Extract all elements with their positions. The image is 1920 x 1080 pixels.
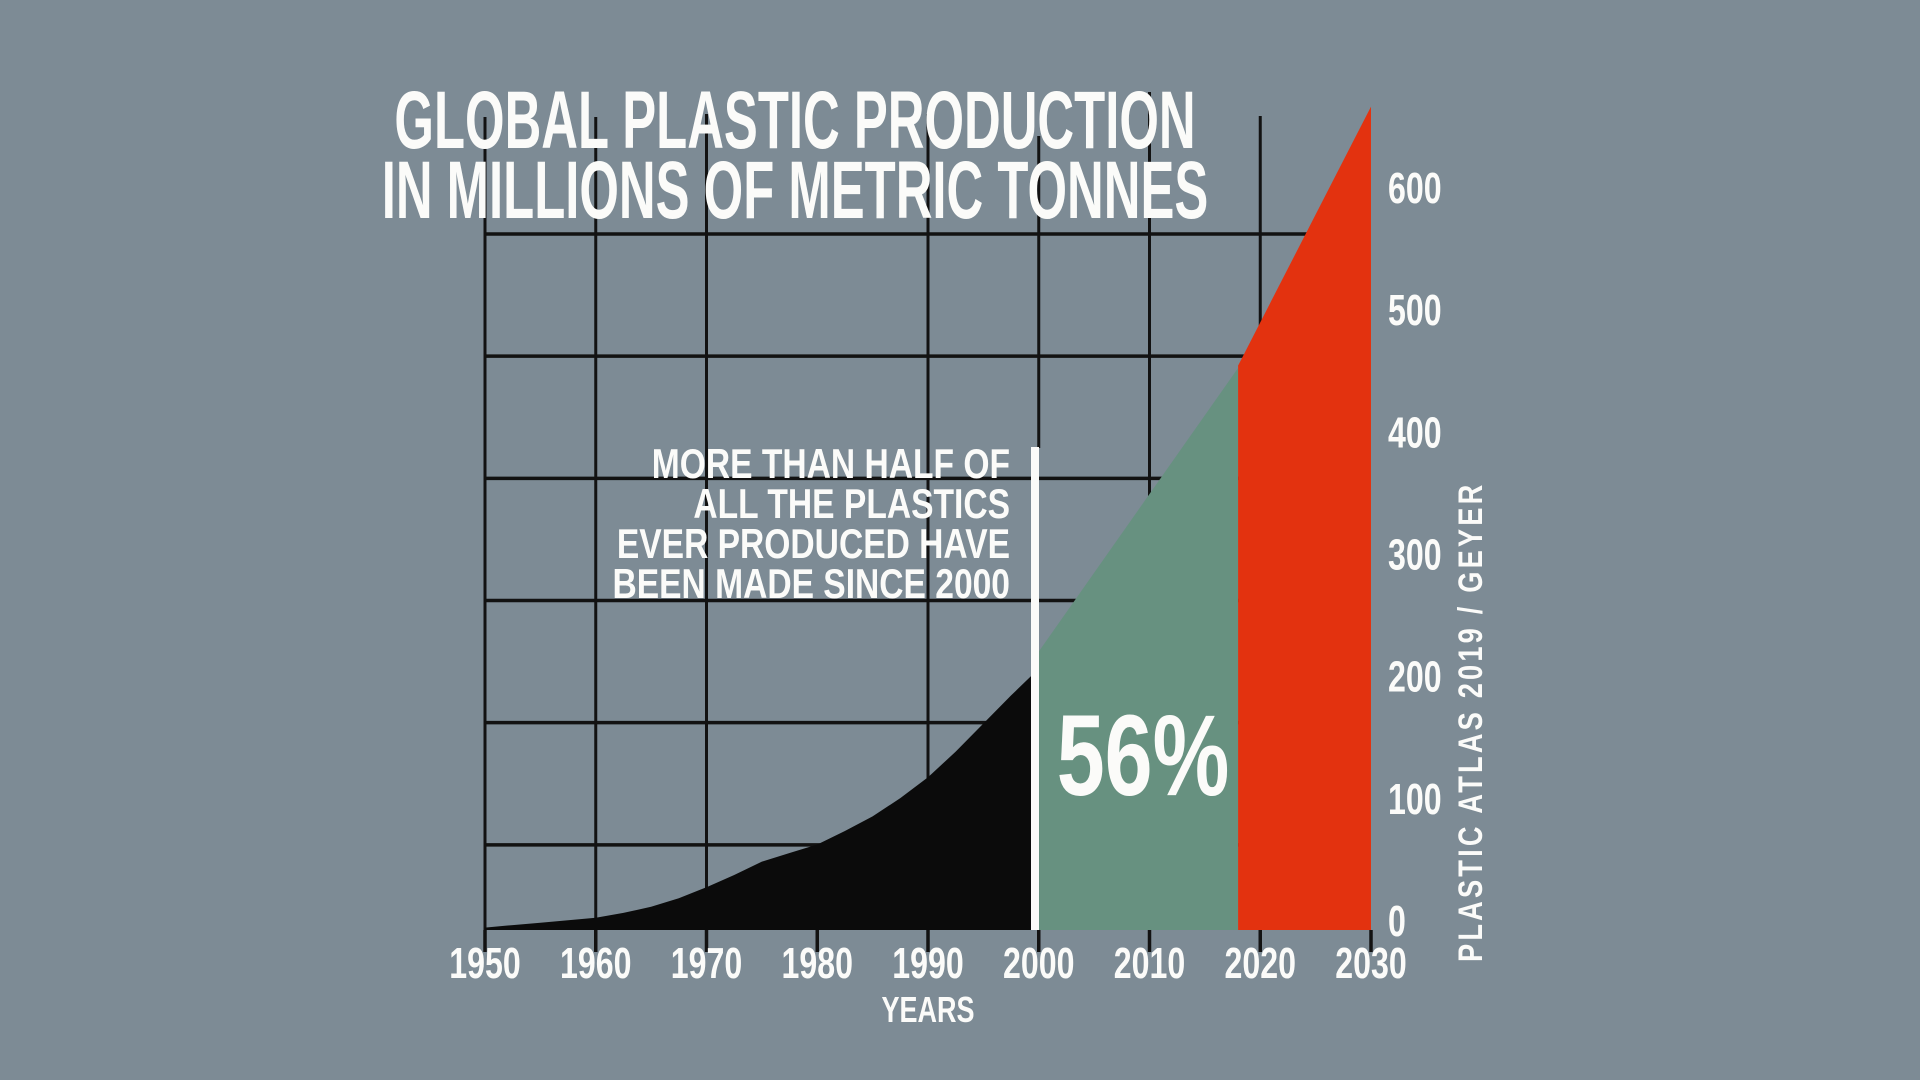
x-tick-label-1960: 1960 (560, 939, 631, 988)
chart-title: GLOBAL PLASTIC PRODUCTION IN MILLIONS OF… (382, 75, 1209, 236)
y-tick-label-300: 300 (1388, 531, 1442, 580)
year-2000-separator-line (1031, 447, 1039, 930)
x-tick-label-group-1960: 1960 (560, 939, 631, 988)
x-tick-label-group-1980: 1980 (782, 939, 853, 988)
y-tick-label-group-0: 0 (1388, 897, 1406, 946)
annotation-since-2000: MORE THAN HALF OF ALL THE PLASTICS EVER … (612, 442, 1010, 608)
y-tick-label-100: 100 (1388, 775, 1442, 824)
annotation-line3: EVER PRODUCED HAVE (617, 522, 1010, 568)
x-tick-label-group-2030: 2030 (1335, 939, 1406, 988)
annotation-line1: MORE THAN HALF OF (652, 442, 1010, 488)
y-tick-label-0: 0 (1388, 897, 1406, 946)
x-tick-label-2020: 2020 (1225, 939, 1296, 988)
source-credit: PLASTIC ATLAS 2019 / GEYER (1451, 482, 1490, 962)
annotation-line4: BEEN MADE SINCE 2000 (612, 562, 1010, 608)
x-tick-label-1990: 1990 (892, 939, 963, 988)
x-tick-label-group-2000: 2000 (1003, 939, 1074, 988)
annotation-line2: ALL THE PLASTICS (693, 482, 1010, 528)
x-tick-label-1950: 1950 (449, 939, 520, 988)
area-projection-2018-2030 (1238, 106, 1371, 931)
percent-label: 56% (1057, 691, 1230, 820)
chart-title-line2: IN MILLIONS OF METRIC TONNES (382, 145, 1209, 236)
x-axis-caption: YEARS (882, 989, 975, 1030)
y-tick-label-group-200: 200 (1388, 653, 1442, 702)
x-tick-label-group-1990: 1990 (892, 939, 963, 988)
x-tick-label-group-1950: 1950 (449, 939, 520, 988)
x-axis-caption-group: YEARS (882, 989, 975, 1030)
area-production-1950-2000 (485, 668, 1039, 930)
y-tick-label-500: 500 (1388, 286, 1442, 335)
y-tick-label-400: 400 (1388, 408, 1442, 457)
y-tick-label-group-300: 300 (1388, 531, 1442, 580)
x-axis-labels: 1950 1960 1970 1980 1990 2000 2010 2020 2030 (449, 939, 1406, 988)
y-tick-label-group-500: 500 (1388, 286, 1442, 335)
x-tick-label-2010: 2010 (1114, 939, 1185, 988)
y-tick-label-600: 600 (1388, 164, 1442, 213)
x-tick-label-2000: 2000 (1003, 939, 1074, 988)
area-production-2000-2018 (1038, 368, 1239, 930)
x-tick-label-1980: 1980 (782, 939, 853, 988)
y-tick-label-group-600: 600 (1388, 164, 1442, 213)
x-tick-label-group-2010: 2010 (1114, 939, 1185, 988)
x-tick-label-1970: 1970 (671, 939, 742, 988)
y-axis-labels: 0 100 200 300 400 500 600 (1388, 164, 1442, 946)
y-tick-label-group-400: 400 (1388, 408, 1442, 457)
y-tick-label-200: 200 (1388, 653, 1442, 702)
x-tick-label-group-1970: 1970 (671, 939, 742, 988)
x-tick-label-group-2020: 2020 (1225, 939, 1296, 988)
chart-title-line1: GLOBAL PLASTIC PRODUCTION (394, 75, 1195, 166)
source-credit-group: PLASTIC ATLAS 2019 / GEYER (1451, 482, 1490, 962)
percent-label-group: 56% (1057, 691, 1230, 820)
x-tick-label-2030: 2030 (1335, 939, 1406, 988)
y-tick-label-group-100: 100 (1388, 775, 1442, 824)
